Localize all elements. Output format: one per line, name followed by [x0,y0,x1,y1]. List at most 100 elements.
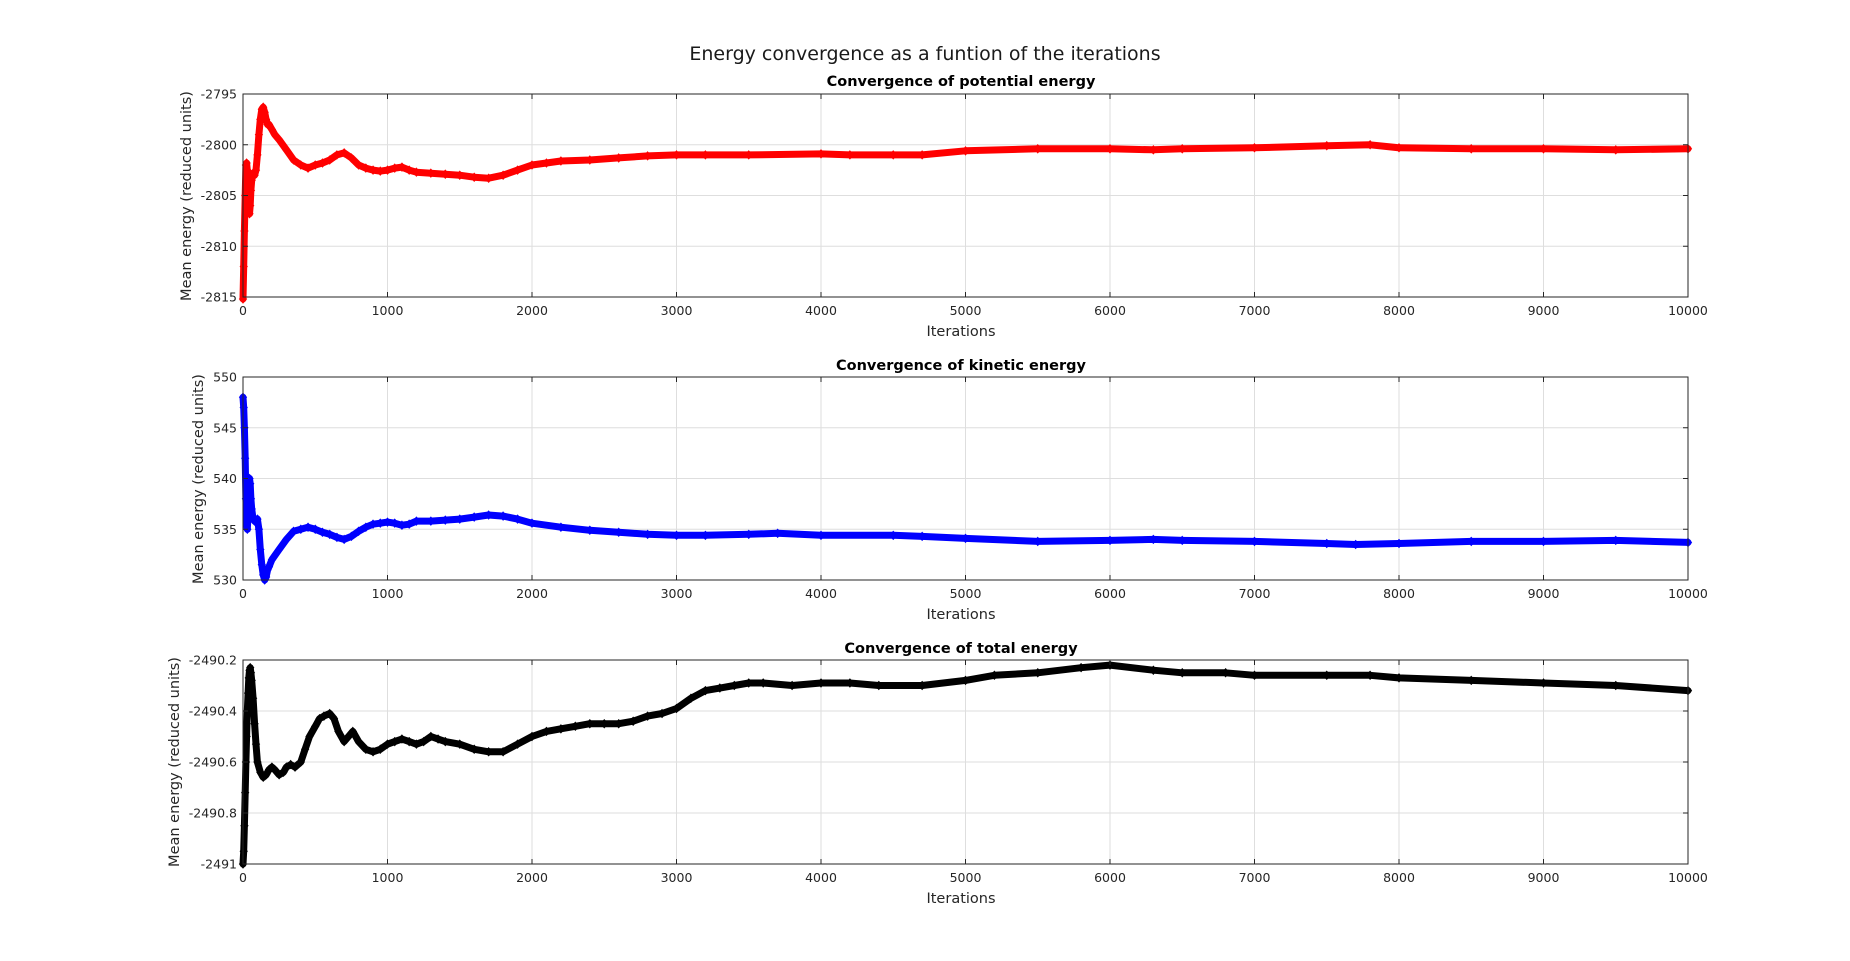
data-point-marker [347,153,356,163]
data-point-marker [376,166,385,176]
data-point-marker [244,200,253,211]
data-point-marker [455,170,464,180]
data-point-marker [246,662,255,673]
data-point-marker [259,102,268,112]
y-tick-label: 540 [213,471,237,486]
data-point-marker [990,670,999,681]
data-point-marker [672,703,681,714]
data-point-marker [556,724,566,734]
x-tick-label: 4000 [805,586,837,601]
data-point-marker [513,514,522,524]
data-point-marker [361,522,370,532]
data-point-marker [254,129,264,140]
data-point-marker [289,526,298,537]
data-point-marker [303,522,313,532]
data-point-marker [470,744,479,755]
data-point-marker [600,718,609,729]
data-point-marker [1322,670,1331,681]
data-point-marker [332,150,342,160]
total-energy-title: Convergence of total energy [844,641,1078,657]
x-tick-label: 0 [239,586,247,601]
data-point-marker [484,173,493,184]
data-point-marker [1250,536,1259,547]
data-point-marker [347,531,356,542]
data-point-marker [383,739,392,749]
y-tick-label: -2490.2 [189,653,237,668]
series-line [239,393,1692,584]
data-point-marker [257,560,266,570]
data-point-marker [246,200,255,211]
data-point-marker [816,678,826,688]
data-point-marker [426,731,436,742]
y-tick-label: -2810 [201,239,237,254]
data-point-marker [1178,667,1187,678]
x-tick-label: 5000 [950,303,982,318]
x-tick-label: 7000 [1239,586,1271,601]
x-tick-label: 10000 [1668,586,1708,601]
x-tick-label: 4000 [805,870,837,885]
data-point-marker [1076,662,1086,673]
data-point-marker [264,562,274,572]
data-point-marker [319,711,329,721]
data-point-marker [339,534,349,545]
data-point-marker [243,165,252,175]
total-energy-panel: Convergence of total energy 0 1000 2000 300… [167,641,1708,907]
data-point-marker [354,736,363,747]
data-point-marker [585,155,594,165]
data-point-marker [289,155,298,165]
data-point-marker [238,294,248,304]
y-tick-label: 550 [213,370,237,385]
x-tick-label: 0 [239,870,247,885]
data-point-marker [253,514,262,524]
data-point-marker [426,516,436,526]
data-point-marker [643,711,652,721]
data-point-marker [1178,535,1187,546]
data-point-marker [556,522,566,532]
data-point-marker [556,156,566,166]
data-point-marker [311,721,320,732]
data-point-marker [744,529,753,540]
data-point-marker [542,726,551,737]
data-point-marker [246,185,256,196]
data-point-marker [1178,144,1187,154]
data-point-marker [397,734,407,744]
data-point-marker [245,473,254,484]
series-line [239,103,1692,303]
data-point-marker [383,165,392,175]
y-axis-label: Mean energy (reduced units) [179,91,195,301]
data-point-marker [303,163,313,173]
data-point-marker [1105,535,1115,546]
data-point-marker [243,524,252,535]
data-point-marker [1539,144,1548,154]
series-markers [238,660,1693,869]
data-point-marker [354,160,363,170]
y-tick-label: -2490.6 [189,755,237,770]
data-point-marker [348,726,357,737]
data-point-marker [311,524,320,535]
data-point-marker [1394,673,1404,683]
data-point-marker [1322,538,1331,549]
x-tick-label: 10000 [1668,870,1708,885]
data-point-marker [961,533,970,544]
x-tick-label: 3000 [661,303,693,318]
y-tick-label: -2490.8 [189,806,237,821]
data-point-marker [498,170,508,180]
data-point-marker [1539,678,1548,688]
data-point-marker [1467,536,1476,547]
data-point-marker [242,731,251,742]
data-point-marker [282,534,291,545]
data-point-marker [246,494,256,504]
data-point-marker [296,757,305,767]
data-point-marker [325,708,334,719]
data-point-marker [1250,143,1259,153]
x-axis-label: Iterations [926,891,995,907]
data-point-marker [889,530,898,541]
data-point-marker [1611,145,1620,155]
data-point-marker [527,160,537,170]
data-point-marker [245,209,254,219]
data-point-marker [571,721,580,732]
data-point-marker [263,565,272,575]
y-axis-label: Mean energy (reduced units) [167,657,183,867]
data-point-marker [816,149,826,159]
y-tick-label: -2490.4 [189,704,237,719]
